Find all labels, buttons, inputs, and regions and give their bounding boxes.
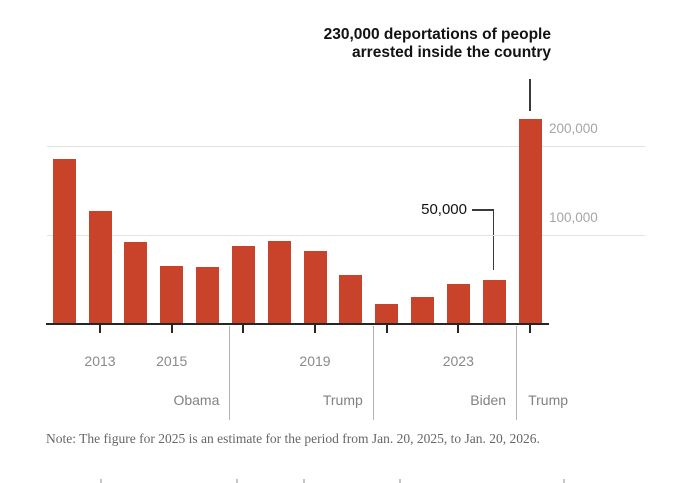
footnote: Note: The figure for 2025 is an estimate… [46, 431, 540, 446]
x-axis-tick-2023 [457, 325, 460, 333]
era-divider-after-2024 [516, 326, 518, 420]
bar-2017 [231, 245, 255, 325]
cutoff-text-fragment [100, 479, 102, 483]
bar-2022 [411, 296, 434, 325]
chart-annotation-230k-line2: arrested inside the country [352, 43, 551, 61]
chart-annotation-50k: 50,000 [421, 201, 467, 218]
x-axis-year-label-2023: 2023 [442, 353, 474, 369]
annotation-pointer-line-230k [529, 79, 531, 111]
gridline-100000 [47, 235, 645, 237]
x-axis-tick-2025 [529, 325, 531, 333]
chart-annotation-230k-line1: 230,000 deportations of people [323, 26, 551, 43]
chart-annotation-230k: 230,000 deportations of people arrested … [324, 26, 551, 61]
x-axis-tick-2017 [242, 325, 245, 333]
bar-2023 [446, 284, 470, 325]
x-axis-tick-2013 [99, 325, 101, 333]
bar-2013 [88, 211, 112, 325]
x-axis-year-label-2013: 2013 [84, 353, 116, 369]
bar-2020 [339, 275, 363, 325]
era-label-trump-1: Trump [322, 392, 363, 408]
bar-2019 [303, 251, 327, 325]
bar-2018 [267, 240, 291, 325]
era-label-trump-right: Trump [528, 392, 569, 408]
bar-2014 [124, 242, 148, 325]
x-axis-tick-2021 [385, 325, 388, 333]
era-label-biden-2: Biden [470, 392, 507, 408]
annotation-pointer-line-50k-horizontal [472, 209, 493, 211]
y-axis-label-100000: 100,000 [549, 210, 598, 226]
x-axis-year-label-2019: 2019 [299, 353, 331, 369]
annotation-pointer-line-50k-vertical [492, 209, 494, 270]
bar-2021 [375, 304, 399, 325]
cutoff-text-fragment [563, 479, 565, 483]
x-axis-year-label-2015: 2015 [156, 353, 188, 369]
cutoff-text-fragment [399, 479, 401, 483]
bar-2025 [518, 119, 542, 325]
bar-2016 [196, 267, 219, 325]
era-divider-after-2016 [229, 326, 231, 420]
y-axis-label-200000: 200,000 [549, 120, 598, 136]
x-axis-tick-2015 [170, 325, 173, 333]
bar-2015 [160, 265, 184, 325]
gridline-200000 [47, 145, 645, 147]
bar-2024 [482, 279, 506, 325]
cutoff-text-fragment [236, 479, 238, 483]
x-axis-line [46, 323, 549, 325]
x-axis-tick-2019 [314, 325, 316, 333]
bar-2012 [52, 159, 76, 325]
cutoff-text-fragment [303, 479, 305, 483]
era-label-obama-0: Obama [173, 392, 220, 408]
era-divider-after-2020 [372, 326, 374, 420]
